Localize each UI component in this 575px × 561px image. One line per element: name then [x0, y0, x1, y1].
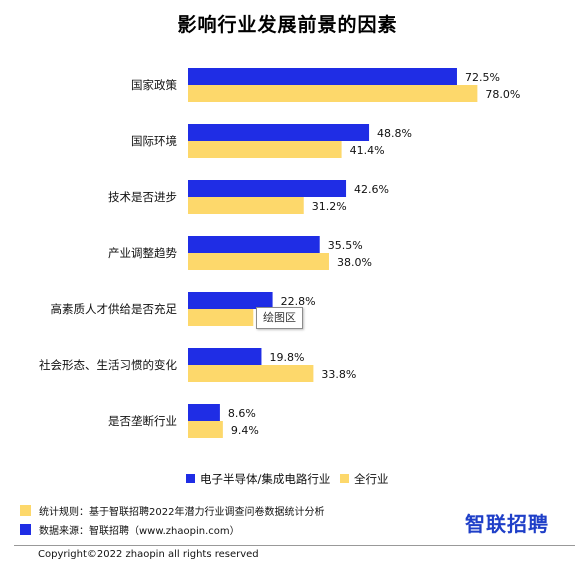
data-label: 78.0% [485, 88, 520, 101]
copyright-text: Copyright©2022 zhaopin all rights reserv… [38, 549, 259, 560]
bar-all-industries[interactable] [188, 309, 254, 326]
legend-swatch [186, 474, 195, 483]
bar-semiconductor[interactable] [188, 292, 273, 309]
data-label: 31.2% [312, 200, 347, 213]
category-label: 国家政策 [131, 78, 177, 92]
category-label: 技术是否进步 [108, 190, 177, 204]
bar-semiconductor[interactable] [188, 68, 457, 85]
chart-title: 影响行业发展前景的因素 [177, 14, 398, 36]
bar-semiconductor[interactable] [188, 236, 320, 253]
data-label: 38.0% [337, 256, 372, 269]
bar-all-industries[interactable] [188, 85, 478, 102]
bar-all-industries[interactable] [188, 197, 304, 214]
footnote-rule-text: 统计规则：基于智联招聘2022年潜力行业调查问卷数据统计分析 [39, 507, 325, 518]
data-label: 8.6% [228, 407, 256, 420]
category-label: 国际环境 [131, 134, 177, 148]
category-label: 是否垄断行业 [108, 414, 177, 428]
category-label: 高素质人才供给是否充足 [51, 302, 178, 316]
data-label: 42.6% [354, 183, 389, 196]
legend-swatch [340, 474, 349, 483]
footnote-rule-swatch [20, 505, 31, 516]
footnote-source-swatch [20, 524, 31, 535]
category-label: 产业调整趋势 [108, 246, 177, 260]
bar-all-industries[interactable] [188, 365, 314, 382]
plot-area-tooltip: 绘图区 [256, 307, 303, 329]
data-label: 72.5% [465, 71, 500, 84]
bar-all-industries[interactable] [188, 141, 342, 158]
data-label: 22.8% [281, 295, 316, 308]
data-label: 48.8% [377, 127, 412, 140]
footnote-source-text: 数据来源：智联招聘（www.zhaopin.com） [39, 526, 240, 537]
legend-label: 全行业 [354, 472, 389, 486]
data-label: 35.5% [328, 239, 363, 252]
footnote-source: 数据来源：智联招聘（www.zhaopin.com） [20, 522, 240, 537]
bar-all-industries[interactable] [188, 253, 329, 270]
data-label: 33.8% [321, 368, 356, 381]
bar-chart: 国家政策国际环境技术是否进步产业调整趋势高素质人才供给是否充足社会形态、生活习惯… [39, 68, 520, 486]
footnote-rule: 统计规则：基于智联招聘2022年潜力行业调查问卷数据统计分析 [20, 503, 324, 518]
bar-semiconductor[interactable] [188, 180, 347, 197]
data-label: 9.4% [231, 424, 259, 437]
bar-semiconductor[interactable] [188, 124, 370, 141]
footer-divider [14, 545, 575, 546]
category-label: 社会形态、生活习惯的变化 [39, 358, 177, 372]
data-label: 19.8% [269, 351, 304, 364]
legend-label: 电子半导体/集成电路行业 [200, 472, 330, 486]
bar-all-industries[interactable] [188, 421, 223, 438]
bar-semiconductor[interactable] [188, 404, 220, 421]
bar-semiconductor[interactable] [188, 348, 262, 365]
data-label: 41.4% [350, 144, 385, 157]
zhaopin-logo[interactable]: 智联招聘 [465, 512, 549, 536]
